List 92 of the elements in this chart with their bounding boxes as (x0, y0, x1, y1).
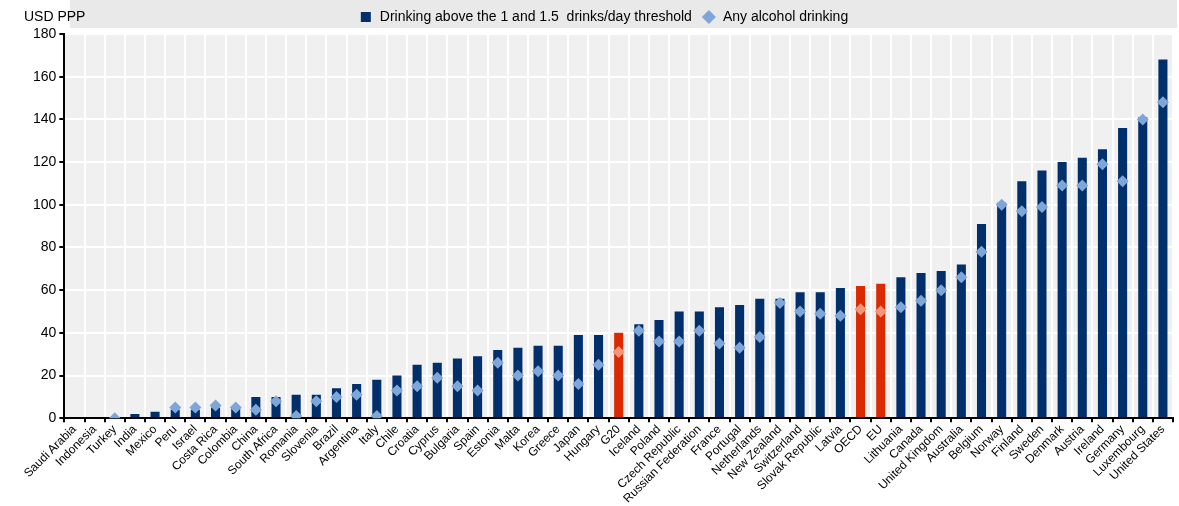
bar (1138, 117, 1148, 418)
y-tick-label: 0 (48, 409, 57, 426)
point (572, 378, 585, 391)
point (935, 284, 948, 297)
bar (614, 332, 624, 418)
bar (896, 277, 906, 418)
point (1136, 113, 1149, 126)
point (1056, 179, 1069, 192)
point (552, 369, 565, 382)
point (874, 305, 887, 318)
point (652, 335, 665, 348)
point (894, 301, 907, 314)
bar (694, 311, 704, 418)
bar (674, 311, 684, 418)
bar (916, 273, 926, 418)
point (511, 369, 524, 382)
y-tick-label: 140 (33, 110, 57, 127)
bar (573, 334, 583, 418)
y-tick-label: 100 (33, 195, 57, 212)
point (1035, 200, 1048, 213)
point (532, 365, 545, 378)
y-axis-title: USD PPP (24, 7, 86, 24)
point (411, 380, 424, 393)
point (209, 399, 222, 412)
legend-label: Any alcohol drinking (722, 7, 849, 24)
point (955, 271, 968, 284)
point (693, 324, 706, 337)
point (310, 395, 323, 408)
y-tick-label: 40 (40, 323, 57, 340)
bar (714, 307, 724, 418)
point (1096, 158, 1109, 171)
point (773, 296, 786, 309)
y-tick-label: 180 (33, 24, 57, 41)
bar (755, 298, 765, 418)
point (915, 294, 928, 307)
point (431, 371, 444, 384)
point (491, 356, 504, 369)
point (330, 390, 343, 403)
point (975, 245, 988, 258)
bar (1057, 162, 1067, 418)
bar (795, 292, 805, 418)
bar (1037, 170, 1047, 418)
point (1076, 179, 1089, 192)
y-tick-label: 120 (33, 152, 57, 169)
y-tick-label: 160 (33, 67, 57, 84)
bar (835, 288, 845, 418)
point (350, 388, 363, 401)
point (1156, 96, 1169, 109)
bar (150, 411, 160, 418)
bar (1017, 181, 1027, 418)
bar (976, 223, 987, 418)
bar (1077, 157, 1087, 418)
point (733, 341, 746, 354)
point (1116, 175, 1129, 188)
point (854, 303, 867, 316)
bar (593, 334, 604, 418)
bar (775, 298, 785, 418)
point (753, 331, 766, 344)
point (673, 335, 686, 348)
bar (654, 320, 664, 418)
bar (815, 292, 825, 418)
point (632, 324, 645, 337)
point (169, 401, 182, 414)
legend-label: Drinking above the 1 and 1.5 drinks/day threshold (379, 7, 692, 24)
point (471, 384, 484, 397)
point (1015, 205, 1028, 218)
point (713, 337, 726, 350)
point (612, 346, 625, 359)
bar (1118, 127, 1128, 418)
bar (1158, 59, 1168, 418)
bar (856, 285, 866, 418)
bar (130, 413, 140, 418)
point (814, 307, 827, 320)
bar (1097, 149, 1107, 418)
point (794, 305, 807, 318)
y-tick-label: 80 (40, 238, 57, 255)
point (995, 198, 1008, 211)
y-tick-label: 60 (40, 281, 57, 298)
point (592, 358, 605, 371)
point (451, 380, 464, 393)
y-tick-label: 20 (40, 366, 57, 383)
point (249, 403, 262, 416)
point (229, 401, 242, 414)
point (270, 395, 283, 408)
bar (634, 324, 644, 418)
bar (956, 264, 966, 418)
bar (936, 270, 946, 418)
point (834, 309, 847, 322)
bar (735, 305, 745, 418)
point (189, 401, 202, 414)
bar (876, 283, 886, 418)
point (390, 384, 403, 397)
